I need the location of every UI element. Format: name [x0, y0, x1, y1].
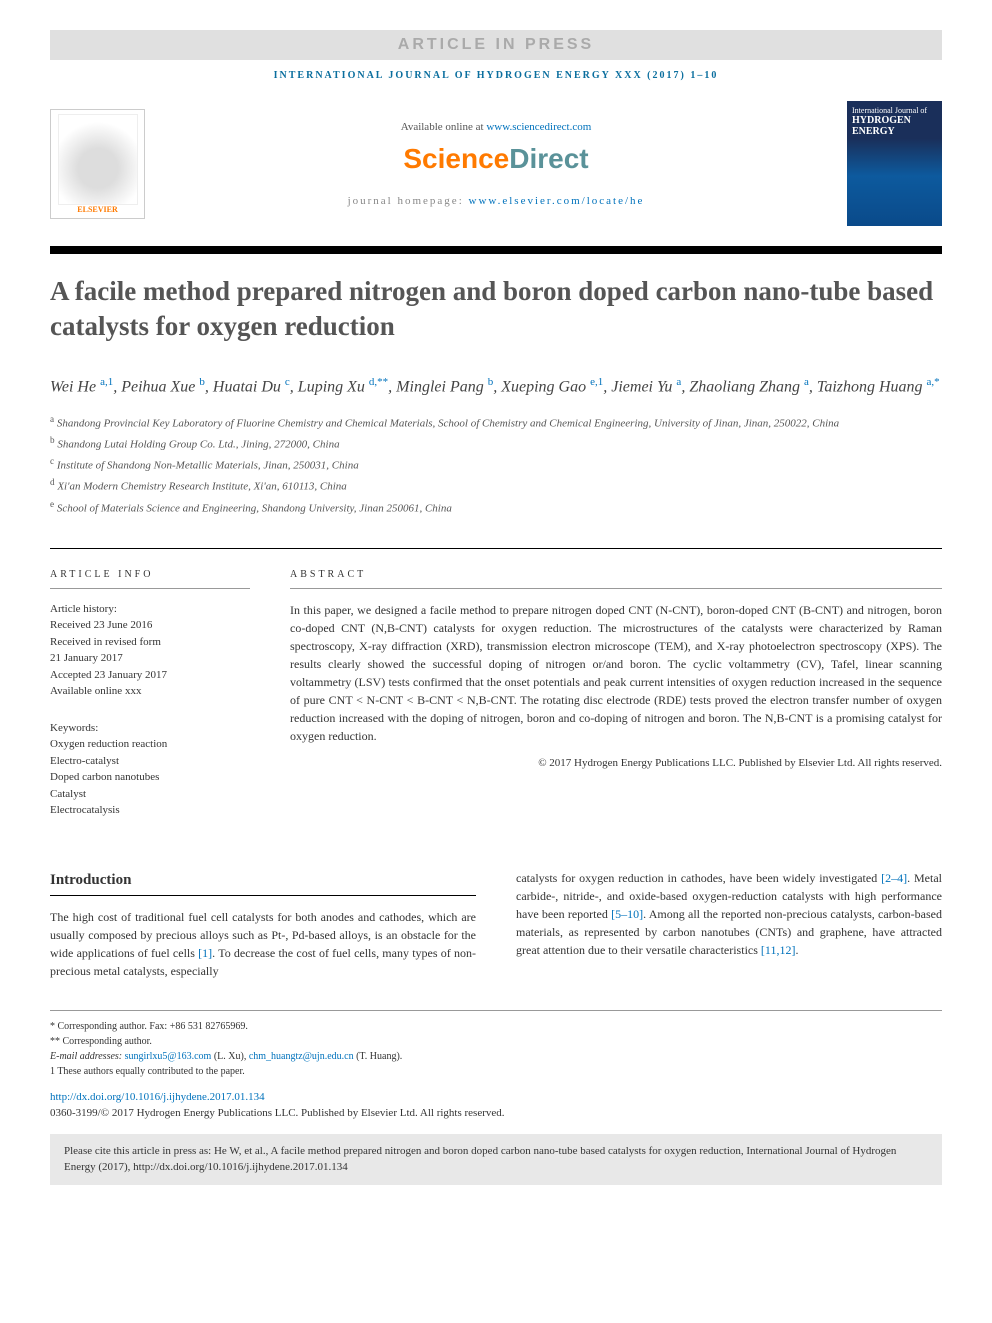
press-banner: ARTICLE IN PRESS — [50, 30, 942, 60]
abstract-heading: ABSTRACT — [290, 569, 942, 589]
history-line: 21 January 2017 — [50, 650, 250, 667]
homepage-link[interactable]: www.elsevier.com/locate/he — [469, 195, 645, 207]
corr-author-2: ** Corresponding author. — [50, 1034, 942, 1049]
header-row: ELSEVIER Available online at www.science… — [50, 101, 942, 226]
available-online: Available online at www.sciencedirect.co… — [160, 121, 832, 133]
journal-cover: International Journal of HYDROGEN ENERGY — [847, 101, 942, 226]
doi-line: http://dx.doi.org/10.1016/j.ijhydene.201… — [50, 1091, 942, 1103]
emails-line: E-mail addresses: sungirlxu5@163.com (L.… — [50, 1049, 942, 1064]
keyword-item: Electrocatalysis — [50, 802, 250, 819]
info-abstract-row: ARTICLE INFO Article history: Received 2… — [50, 548, 942, 819]
cite-box: Please cite this article in press as: He… — [50, 1134, 942, 1185]
affiliation-line: a Shandong Provincial Key Laboratory of … — [50, 412, 942, 433]
abstract-text: In this paper, we designed a facile meth… — [290, 601, 942, 745]
authors: Wei He a,1, Peihua Xue b, Huatai Du c, L… — [50, 374, 942, 399]
history-line: Received 23 June 2016 — [50, 617, 250, 634]
body-col-left: Introduction The high cost of traditiona… — [50, 869, 476, 981]
emails-label: E-mail addresses: — [50, 1051, 125, 1062]
article-info: ARTICLE INFO Article history: Received 2… — [50, 569, 250, 819]
affiliation-line: b Shandong Lutai Holding Group Co. Ltd.,… — [50, 433, 942, 454]
keyword-item: Catalyst — [50, 786, 250, 803]
keywords-block: Keywords: Oxygen reduction reactionElect… — [50, 720, 250, 819]
keyword-item: Doped carbon nanotubes — [50, 769, 250, 786]
keyword-item: Oxygen reduction reaction — [50, 736, 250, 753]
keyword-item: Electro-catalyst — [50, 753, 250, 770]
affiliation-line: c Institute of Shandong Non-Metallic Mat… — [50, 454, 942, 475]
email-link-2[interactable]: chm_huangtz@ujn.edu.cn — [249, 1051, 354, 1062]
article-title: A facile method prepared nitrogen and bo… — [50, 274, 942, 344]
intro-heading: Introduction — [50, 869, 476, 897]
history-line: Available online xxx — [50, 683, 250, 700]
avail-prefix: Available online at — [401, 121, 487, 133]
history-line: Received in revised form — [50, 634, 250, 651]
bottom-copyright: 0360-3199/© 2017 Hydrogen Energy Publica… — [50, 1107, 942, 1119]
corr-author-1: * Corresponding author. Fax: +86 531 827… — [50, 1019, 942, 1034]
cover-line3: ENERGY — [852, 126, 937, 137]
contrib-note: 1 These authors equally contributed to t… — [50, 1064, 942, 1079]
title-rule — [50, 246, 942, 254]
intro-p1: The high cost of traditional fuel cell c… — [50, 908, 476, 980]
sciencedirect-logo: ScienceDirect — [160, 143, 832, 175]
footnotes: * Corresponding author. Fax: +86 531 827… — [50, 1010, 942, 1079]
affiliations: a Shandong Provincial Key Laboratory of … — [50, 412, 942, 518]
cover-line1: International Journal of — [852, 106, 937, 115]
header-center: Available online at www.sciencedirect.co… — [160, 121, 832, 207]
history-label: Article history: — [50, 601, 250, 618]
sd-logo-orange: Science — [403, 143, 509, 174]
body-col-right: catalysts for oxygen reduction in cathod… — [516, 869, 942, 981]
intro-p2: catalysts for oxygen reduction in cathod… — [516, 869, 942, 959]
cover-line2: HYDROGEN — [852, 115, 937, 126]
sciencedirect-link[interactable]: www.sciencedirect.com — [486, 121, 591, 133]
abstract-copyright: © 2017 Hydrogen Energy Publications LLC.… — [290, 755, 942, 772]
journal-homepage: journal homepage: www.elsevier.com/locat… — [160, 195, 832, 207]
body-columns: Introduction The high cost of traditiona… — [50, 869, 942, 981]
elsevier-label: ELSEVIER — [77, 205, 117, 214]
email-link-1[interactable]: sungirlxu5@163.com — [125, 1051, 212, 1062]
elsevier-tree-icon — [58, 114, 138, 205]
elsevier-logo: ELSEVIER — [50, 109, 145, 219]
email-name-2: (T. Huang). — [354, 1051, 403, 1062]
keywords-label: Keywords: — [50, 720, 250, 737]
doi-link[interactable]: http://dx.doi.org/10.1016/j.ijhydene.201… — [50, 1091, 265, 1103]
article-history: Article history: Received 23 June 2016Re… — [50, 601, 250, 700]
history-line: Accepted 23 January 2017 — [50, 667, 250, 684]
sd-logo-teal: Direct — [509, 143, 588, 174]
hp-prefix: journal homepage: — [348, 195, 469, 207]
journal-reference: INTERNATIONAL JOURNAL OF HYDROGEN ENERGY… — [50, 70, 942, 81]
affiliation-line: e School of Materials Science and Engine… — [50, 497, 942, 518]
abstract: ABSTRACT In this paper, we designed a fa… — [290, 569, 942, 819]
affiliation-line: d Xi'an Modern Chemistry Research Instit… — [50, 475, 942, 496]
article-info-heading: ARTICLE INFO — [50, 569, 250, 589]
email-name-1: (L. Xu), — [211, 1051, 249, 1062]
